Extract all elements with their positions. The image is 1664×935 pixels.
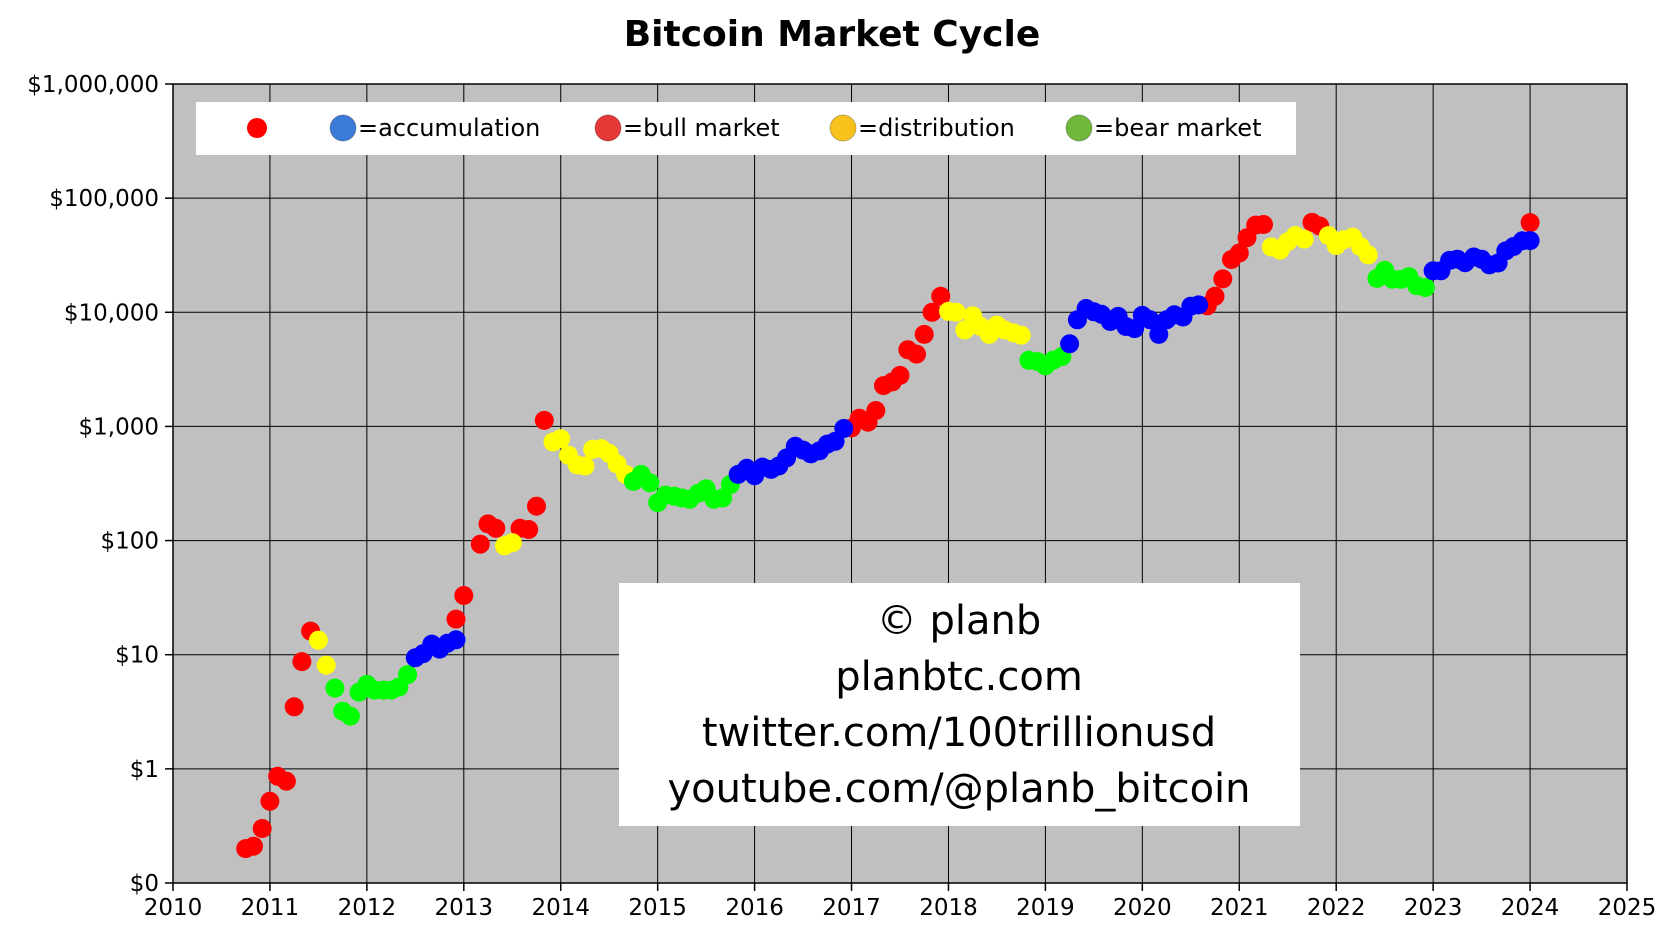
x-tick-label: 2020 (1113, 895, 1172, 921)
credit-line: © planb (877, 598, 1041, 644)
legend-marker-icon (329, 114, 357, 142)
x-tick-label: 2017 (822, 895, 881, 921)
data-point (454, 586, 474, 605)
data-point (1060, 334, 1080, 354)
x-tick-label: 2025 (1598, 895, 1657, 921)
legend-box (196, 102, 1296, 155)
data-point (834, 419, 854, 438)
data-point (1520, 213, 1540, 233)
data-point (551, 429, 571, 449)
x-tick-label: 2018 (919, 895, 978, 921)
y-tick-label: $10 (115, 643, 159, 669)
legend-label: =distribution (858, 114, 1015, 142)
data-point (252, 819, 272, 838)
data-point (955, 320, 975, 340)
x-tick-label: 2019 (1016, 895, 1075, 921)
data-point (398, 665, 418, 685)
data-point (1205, 286, 1225, 306)
x-tick-label: 2013 (435, 895, 494, 921)
data-point (292, 652, 312, 672)
x-tick-label: 2021 (1210, 895, 1269, 921)
y-tick-label: $0 (130, 871, 159, 897)
data-point (446, 609, 466, 629)
data-point (527, 496, 546, 516)
legend-marker-dot (247, 118, 267, 138)
data-point (1520, 231, 1540, 251)
data-point (316, 655, 336, 675)
data-point (931, 286, 951, 306)
legend-marker-icon (1065, 114, 1093, 142)
data-point (534, 410, 554, 430)
data-point (519, 520, 539, 539)
data-point (1294, 229, 1314, 249)
legend-label: =bear market (1094, 114, 1261, 142)
x-tick-label: 2024 (1501, 895, 1560, 921)
legend-marker-icon (594, 114, 622, 142)
data-point (260, 791, 280, 811)
legend: =accumulation =bull market =distribution =b… (196, 102, 1296, 155)
credit-line: twitter.com/100trillionusd (702, 710, 1216, 756)
data-point (340, 706, 360, 726)
data-point (325, 678, 345, 698)
data-point (890, 365, 910, 385)
credit-background (619, 583, 1300, 826)
x-tick-label: 2010 (144, 895, 203, 921)
y-tick-label: $1 (130, 757, 159, 783)
data-point (1213, 269, 1233, 289)
data-point (1149, 324, 1169, 344)
data-point (866, 401, 886, 420)
credit-line: youtube.com/@planb_bitcoin (667, 766, 1250, 812)
x-tick-label: 2014 (531, 895, 590, 921)
x-tick-label: 2023 (1404, 895, 1463, 921)
y-tick-label: $1,000,000 (27, 72, 159, 98)
data-point (308, 630, 328, 650)
credit-line: planbtc.com (835, 654, 1083, 700)
y-tick-label: $1,000 (79, 414, 159, 440)
data-point (1415, 278, 1435, 297)
data-point (284, 697, 304, 717)
x-tick-label: 2011 (241, 895, 300, 921)
x-axis-ticks: 2010 2011 2012 2013 2014 2015 2016 2017 2018 2019… (144, 883, 1657, 921)
x-tick-label: 2012 (338, 895, 397, 921)
legend-label: =accumulation (358, 114, 540, 142)
data-point (907, 344, 926, 364)
chart-title: Bitcoin Market Cycle (624, 14, 1041, 55)
data-point (1254, 215, 1273, 234)
data-point (640, 473, 660, 493)
data-point (244, 836, 263, 856)
legend-label: =bull market (623, 114, 780, 142)
data-point (1229, 243, 1249, 263)
data-points (236, 212, 1540, 859)
data-point (502, 533, 522, 553)
data-point (276, 771, 296, 791)
data-point (946, 302, 966, 322)
data-point (1358, 245, 1378, 265)
y-tick-label: $10,000 (64, 300, 159, 326)
y-axis-ticks: $0 $1 $10 $100 $1,000 $10,000 $100,000 $1,000,0… (27, 72, 173, 897)
x-tick-label: 2015 (628, 895, 687, 921)
data-point (470, 534, 490, 554)
data-point (922, 302, 942, 322)
data-point (914, 324, 934, 344)
data-point (1189, 295, 1209, 315)
data-point (575, 456, 595, 476)
y-tick-label: $100 (100, 529, 159, 555)
data-point (1140, 310, 1160, 330)
x-tick-label: 2016 (725, 895, 784, 921)
x-tick-label: 2022 (1307, 895, 1366, 921)
legend-marker-icon (829, 114, 857, 142)
data-point (1011, 325, 1031, 345)
data-point (446, 630, 466, 650)
data-point (486, 518, 506, 538)
credit-box: © planb planbtc.com twitter.com/100trillio… (619, 583, 1300, 826)
y-tick-label: $100,000 (49, 186, 159, 212)
